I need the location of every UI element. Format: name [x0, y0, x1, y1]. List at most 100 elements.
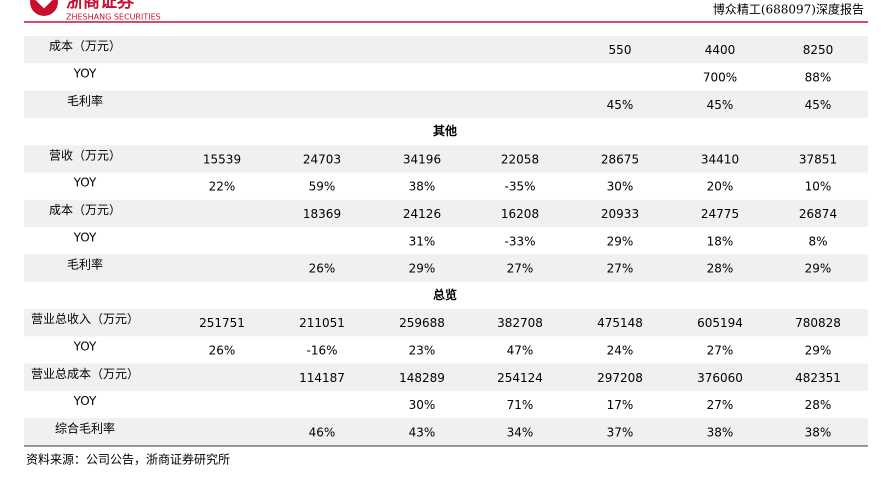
row-label: YOY: [73, 394, 97, 408]
cell: 27%: [507, 262, 534, 276]
cell: 27%: [607, 262, 634, 276]
cell: 15539: [203, 152, 241, 166]
row-label: 综合毛利率: [55, 420, 115, 435]
logo-en: ZHESHANG SECURITIES: [66, 13, 161, 22]
row-label: 成本（万元）: [49, 39, 121, 53]
cell: 376060: [697, 371, 743, 385]
row-shade: [24, 145, 868, 173]
cell: 88%: [805, 70, 832, 84]
cell: 550: [609, 43, 632, 57]
cell: 8%: [808, 234, 827, 248]
cell: 38%: [805, 425, 832, 439]
logo-text: 浙商证券: [66, 0, 135, 12]
section-title: 总览: [433, 287, 457, 302]
cell: 43%: [409, 425, 436, 439]
cell: 22%: [209, 180, 236, 194]
cell: 22058: [501, 152, 539, 166]
cell: 28675: [601, 152, 639, 166]
cell: 30%: [409, 398, 436, 412]
row-shade: [24, 36, 868, 64]
cell: 148289: [399, 371, 445, 385]
row-label: 营业总成本（万元）: [31, 367, 139, 381]
row-label: 毛利率: [67, 93, 103, 108]
row-label: YOY: [73, 176, 97, 190]
cell: 26874: [799, 207, 837, 221]
cell: 10%: [805, 180, 832, 194]
cell: 26%: [209, 343, 236, 357]
cell: 38%: [409, 180, 436, 194]
cell: 24126: [403, 207, 441, 221]
source: 资料来源：公司公告，浙商证券研究所: [26, 452, 230, 467]
cell: 45%: [607, 98, 634, 112]
cell: 211051: [299, 316, 345, 330]
cell: 259688: [399, 316, 445, 330]
cell: 18369: [303, 207, 341, 221]
row-label: 毛利率: [67, 257, 103, 272]
cell: 20%: [707, 180, 734, 194]
cell: 26%: [309, 262, 336, 276]
cell: 24703: [303, 152, 341, 166]
cell: 46%: [309, 425, 336, 439]
cell: -35%: [504, 180, 535, 194]
cell: 34196: [403, 152, 441, 166]
cell: 297208: [597, 371, 643, 385]
cell: 700%: [703, 70, 737, 84]
section-title: 其他: [433, 123, 457, 138]
cell: 24%: [607, 343, 634, 357]
logo: 浙商证券 ZHESHANG SECURITIES: [30, 0, 161, 22]
row-label: YOY: [73, 66, 97, 80]
table: 成本（万元） 550 4400 8250 YOY 700% 88% 毛利率 45% 45% 45% 其…: [24, 36, 868, 446]
cell: 17%: [607, 398, 634, 412]
cell: 251751: [199, 316, 245, 330]
cell: 28%: [805, 398, 832, 412]
row-shade: [24, 418, 868, 446]
row-label: 营业总收入（万元）: [31, 312, 139, 326]
cell: 37%: [607, 425, 634, 439]
cell: 8250: [803, 43, 834, 57]
cell: 4400: [705, 43, 736, 57]
cell: 20933: [601, 207, 639, 221]
row-label: 成本（万元）: [49, 203, 121, 217]
row-shade: [24, 90, 868, 118]
cell: 24775: [701, 207, 739, 221]
cell: 254124: [497, 371, 543, 385]
cell: 27%: [707, 343, 734, 357]
cell: 29%: [409, 262, 436, 276]
cell: 45%: [707, 98, 734, 112]
cell: 37851: [799, 152, 837, 166]
cell: 16208: [501, 207, 539, 221]
cell: -33%: [504, 234, 535, 248]
cell: 30%: [607, 180, 634, 194]
cell: 34%: [507, 425, 534, 439]
row-label: 营收（万元）: [49, 148, 121, 162]
cell: 29%: [805, 343, 832, 357]
cell: 45%: [805, 98, 832, 112]
cell: 27%: [707, 398, 734, 412]
row-shade: [24, 363, 868, 391]
row-shade: [24, 309, 868, 337]
report-title: 博众精工(688097)深度报告: [713, 2, 864, 17]
row-shade: [24, 254, 868, 282]
cell: 780828: [795, 316, 841, 330]
cell: 114187: [299, 371, 345, 385]
cell: 34410: [701, 152, 739, 166]
cell: 482351: [795, 371, 841, 385]
cell: 71%: [507, 398, 534, 412]
cell: 38%: [707, 425, 734, 439]
cell: 29%: [607, 234, 634, 248]
cell: 28%: [707, 262, 734, 276]
cell: 31%: [409, 234, 436, 248]
cell: 29%: [805, 262, 832, 276]
cell: 23%: [409, 343, 436, 357]
cell: 605194: [697, 316, 743, 330]
cell: 59%: [309, 180, 336, 194]
row-label: YOY: [73, 230, 97, 244]
cell: -16%: [306, 343, 337, 357]
row-label: YOY: [73, 339, 97, 353]
cell: 475148: [597, 316, 643, 330]
cell: 47%: [507, 343, 534, 357]
cell: 382708: [497, 316, 543, 330]
cell: 18%: [707, 234, 734, 248]
row-shade: [24, 199, 868, 228]
